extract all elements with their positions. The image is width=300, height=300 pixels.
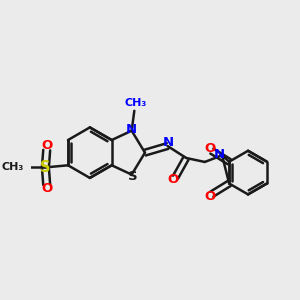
Text: O: O	[205, 142, 216, 155]
Text: O: O	[205, 190, 216, 203]
Text: O: O	[42, 182, 53, 195]
Text: O: O	[42, 140, 53, 152]
Text: S: S	[128, 170, 137, 183]
Text: O: O	[168, 173, 179, 186]
Text: S: S	[40, 160, 51, 175]
Text: N: N	[213, 148, 224, 161]
Text: CH₃: CH₃	[124, 98, 147, 108]
Text: N: N	[163, 136, 174, 149]
Text: CH₃: CH₃	[2, 162, 24, 172]
Text: N: N	[126, 123, 137, 136]
